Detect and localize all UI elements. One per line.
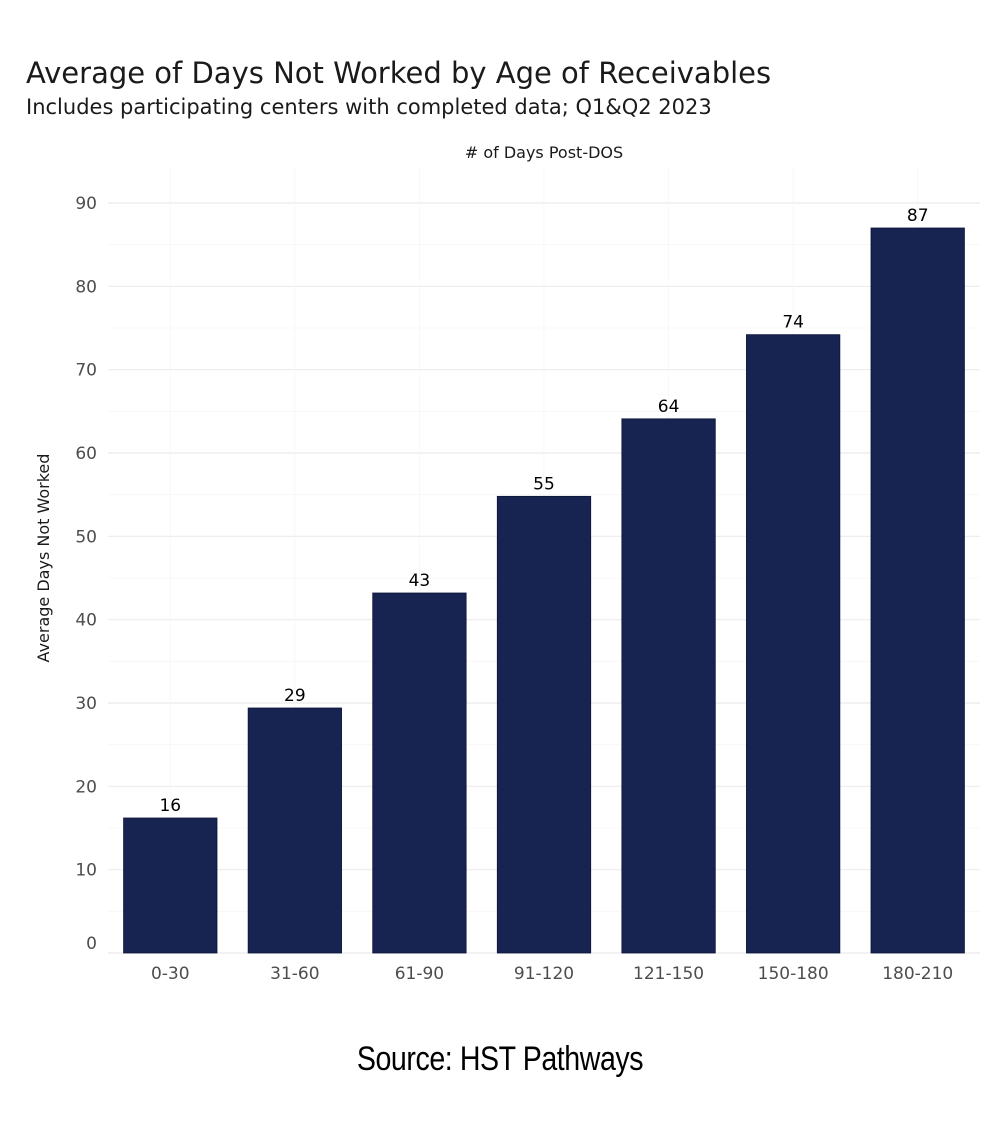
bar-31-60 <box>247 707 342 954</box>
x-tick-label: 180-210 <box>882 964 953 984</box>
y-tick-label: 60 <box>75 444 97 464</box>
x-tick-label: 0-30 <box>151 964 190 984</box>
bar-61-90 <box>372 592 467 954</box>
data-label: 29 <box>284 686 306 706</box>
x-tick-label: 91-120 <box>514 964 574 984</box>
y-tick-label: 80 <box>75 277 97 297</box>
x-axis-ticks: 0-30 31-60 61-90 91-120 121-150 150-180 180-21… <box>151 964 953 984</box>
y-tick-label: 30 <box>75 694 97 714</box>
bars <box>123 227 965 954</box>
data-label: 43 <box>409 571 431 591</box>
y-tick-label: 0 <box>86 934 97 954</box>
bar-180-210 <box>870 227 965 954</box>
x-tick-label: 31-60 <box>270 964 319 984</box>
y-tick-label: 40 <box>75 611 97 631</box>
data-label: 16 <box>159 796 181 816</box>
bar-chart: 16 29 43 55 64 74 87 0 10 20 30 40 50 60 70 80 90 0-30 3… <box>34 143 980 984</box>
bar-0-30 <box>123 817 218 954</box>
data-label: 55 <box>533 474 555 494</box>
data-label: 74 <box>782 313 804 333</box>
y-axis-ticks: 0 10 20 30 40 50 60 70 80 90 <box>75 194 97 954</box>
y-tick-label: 70 <box>75 361 97 381</box>
bar-150-180 <box>746 334 841 954</box>
data-label: 64 <box>658 397 680 417</box>
x-tick-label: 61-90 <box>395 964 444 984</box>
y-tick-label: 10 <box>75 861 97 881</box>
chart-title: Average of Days Not Worked by Age of Rec… <box>26 56 772 90</box>
y-tick-label: 20 <box>75 777 97 797</box>
data-labels: 16 29 43 55 64 74 87 <box>159 206 928 816</box>
source-caption: Source: HST Pathways <box>356 1040 644 1078</box>
bar-91-120 <box>496 495 592 954</box>
y-tick-label: 90 <box>75 194 97 214</box>
chart-subtitle: Includes participating centers with comp… <box>26 95 712 119</box>
x-axis-title: # of Days Post-DOS <box>465 143 623 162</box>
y-tick-label: 50 <box>75 527 97 547</box>
data-label: 87 <box>907 206 929 226</box>
x-tick-label: 150-180 <box>758 964 829 984</box>
bar-121-150 <box>621 418 716 954</box>
y-axis-title: Average Days Not Worked <box>34 454 53 663</box>
x-tick-label: 121-150 <box>633 964 704 984</box>
